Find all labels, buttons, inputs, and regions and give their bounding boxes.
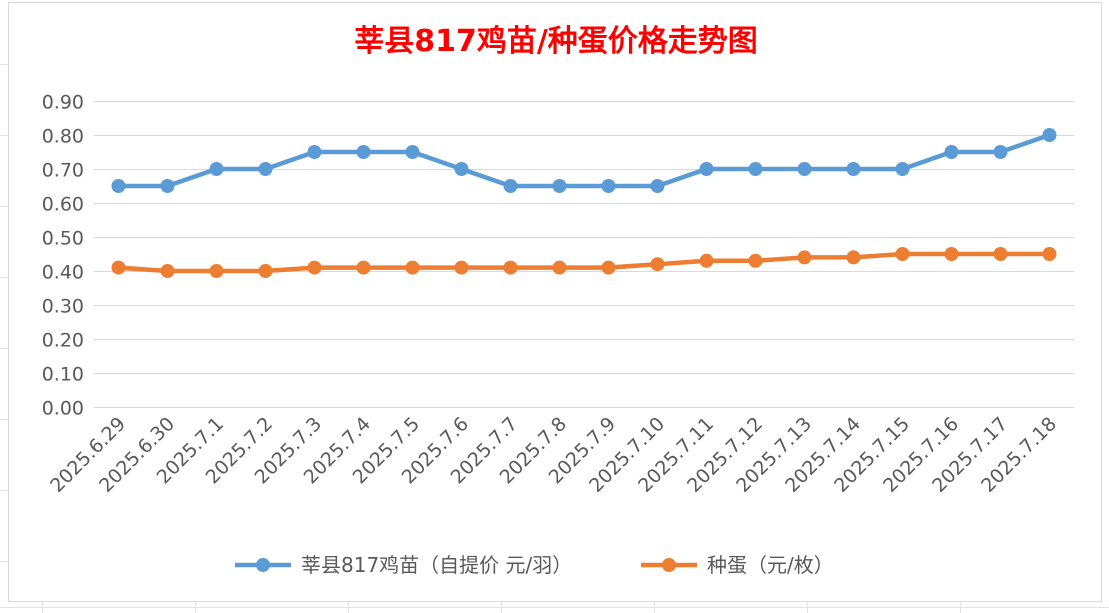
series-lines [111, 128, 1057, 278]
y-tick-label: 0.90 [42, 92, 84, 114]
y-tick-label: 0.00 [42, 398, 84, 420]
data-point[interactable] [160, 179, 175, 193]
data-point[interactable] [209, 264, 224, 278]
data-point[interactable] [699, 253, 714, 268]
legend-item[interactable]: 种蛋（元/枚） [641, 553, 834, 577]
data-point[interactable] [307, 260, 322, 275]
legend-label: 种蛋（元/枚） [707, 553, 834, 577]
series-1 [111, 128, 1057, 193]
data-point[interactable] [895, 247, 910, 261]
data-point[interactable] [846, 250, 861, 265]
data-point[interactable] [650, 179, 665, 193]
legend-label: 莘县817鸡苗（自提价 元/羽） [301, 553, 572, 577]
data-point[interactable] [1042, 247, 1057, 261]
y-tick-label: 0.80 [42, 126, 84, 148]
y-tick-label: 0.30 [42, 296, 84, 318]
series-line [116, 132, 1052, 189]
data-point[interactable] [405, 145, 420, 159]
series-2 [111, 247, 1057, 278]
data-point[interactable] [601, 179, 616, 193]
data-point[interactable] [111, 260, 126, 275]
data-point[interactable] [895, 162, 910, 176]
data-point[interactable] [552, 260, 567, 275]
data-point[interactable] [650, 257, 665, 272]
data-point[interactable] [258, 264, 273, 278]
data-point[interactable] [993, 145, 1008, 159]
y-tick-label: 0.20 [42, 330, 84, 352]
line-chart: 莘县817鸡苗/种蛋价格走势图 0.00 0.10 0.20 0.30 0.40 0.50… [42, 24, 1074, 577]
data-point[interactable] [748, 253, 763, 268]
chart-title: 莘县817鸡苗/种蛋价格走势图 [354, 24, 758, 59]
y-tick-label: 0.70 [42, 160, 84, 182]
y-tick-label: 0.10 [42, 364, 84, 386]
data-point[interactable] [503, 260, 518, 275]
data-point[interactable] [944, 145, 959, 159]
data-point[interactable] [699, 162, 714, 176]
data-point[interactable] [797, 162, 812, 176]
data-point[interactable] [258, 162, 273, 176]
legend-swatch-marker [662, 558, 676, 572]
data-point[interactable] [503, 179, 518, 193]
legend: 莘县817鸡苗（自提价 元/羽） 种蛋（元/枚） [235, 553, 834, 577]
data-point[interactable] [846, 162, 861, 176]
x-axis-ticks: 2025.6.292025.6.302025.7.12025.7.22025.7… [46, 413, 1061, 497]
data-point[interactable] [307, 145, 322, 159]
chart-area[interactable]: 莘县817鸡苗/种蛋价格走势图 0.00 0.10 0.20 0.30 0.40 0.50… [8, 2, 1102, 602]
data-point[interactable] [454, 162, 469, 176]
legend-swatch-marker [256, 558, 270, 572]
data-point[interactable] [356, 145, 371, 159]
data-point[interactable] [797, 250, 812, 265]
data-point[interactable] [405, 260, 420, 275]
data-point[interactable] [552, 179, 567, 193]
data-point[interactable] [601, 260, 616, 275]
data-point[interactable] [209, 162, 224, 176]
y-tick-label: 0.50 [42, 228, 84, 250]
data-point[interactable] [111, 179, 126, 193]
legend-item[interactable]: 莘县817鸡苗（自提价 元/羽） [235, 553, 572, 577]
data-point[interactable] [454, 260, 469, 275]
data-point[interactable] [944, 247, 959, 261]
series-line [116, 251, 1052, 274]
y-axis-ticks: 0.00 0.10 0.20 0.30 0.40 0.50 0.60 0.70 0.80 0.90 [42, 92, 84, 420]
data-point[interactable] [993, 247, 1008, 261]
data-point[interactable] [356, 260, 371, 275]
data-point[interactable] [1042, 128, 1057, 142]
data-point[interactable] [748, 162, 763, 176]
y-tick-label: 0.40 [42, 262, 84, 284]
y-tick-label: 0.60 [42, 194, 84, 216]
data-point[interactable] [160, 264, 175, 278]
